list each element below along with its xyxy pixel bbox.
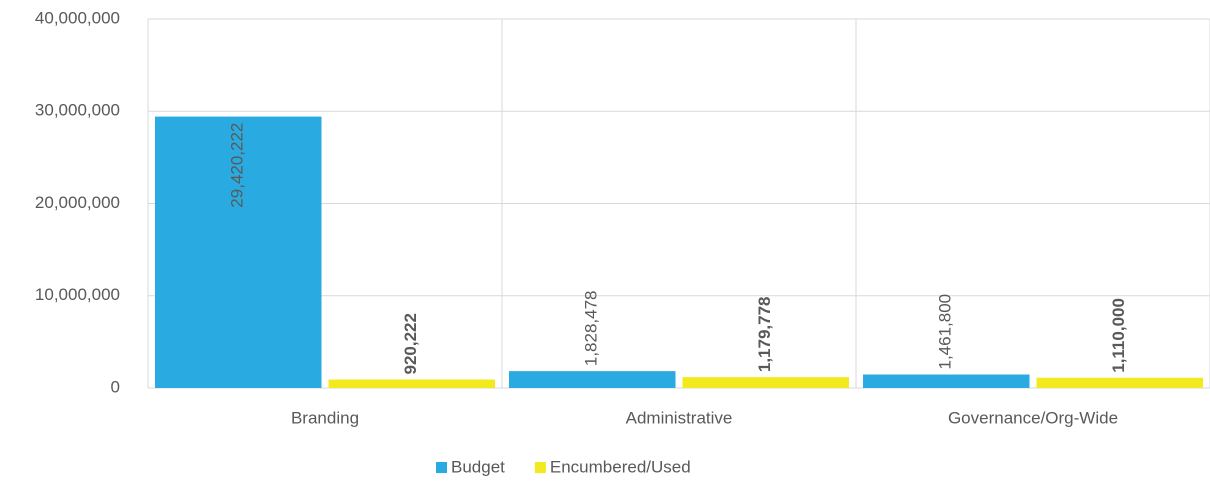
data-label: 1,461,800 (936, 294, 955, 370)
bar (1036, 377, 1203, 388)
bar (509, 371, 676, 388)
y-tick-label: 30,000,000 (35, 101, 120, 120)
legend-swatch (436, 462, 447, 473)
y-tick-label: 0 (111, 377, 120, 396)
legend-label: Encumbered/Used (550, 457, 691, 476)
bar (863, 374, 1030, 388)
x-tick-label: Governance/Org-Wide (948, 408, 1118, 427)
legend-swatch (534, 462, 546, 473)
data-label: 920,222 (401, 313, 420, 374)
data-label: 29,420,222 (228, 123, 247, 208)
y-tick-label: 20,000,000 (35, 193, 120, 212)
bar (155, 116, 322, 388)
x-tick-label: Administrative (626, 408, 733, 427)
y-tick-label: 10,000,000 (35, 285, 120, 304)
y-tick-label: 40,000,000 (35, 8, 120, 27)
data-label: 1,110,000 (1109, 298, 1128, 373)
legend-label: Budget (451, 457, 505, 476)
data-label: 1,828,478 (582, 290, 601, 366)
bar (682, 377, 849, 388)
bar (328, 379, 495, 388)
x-tick-label: Branding (291, 408, 359, 427)
data-label: 1,179,778 (755, 296, 774, 372)
